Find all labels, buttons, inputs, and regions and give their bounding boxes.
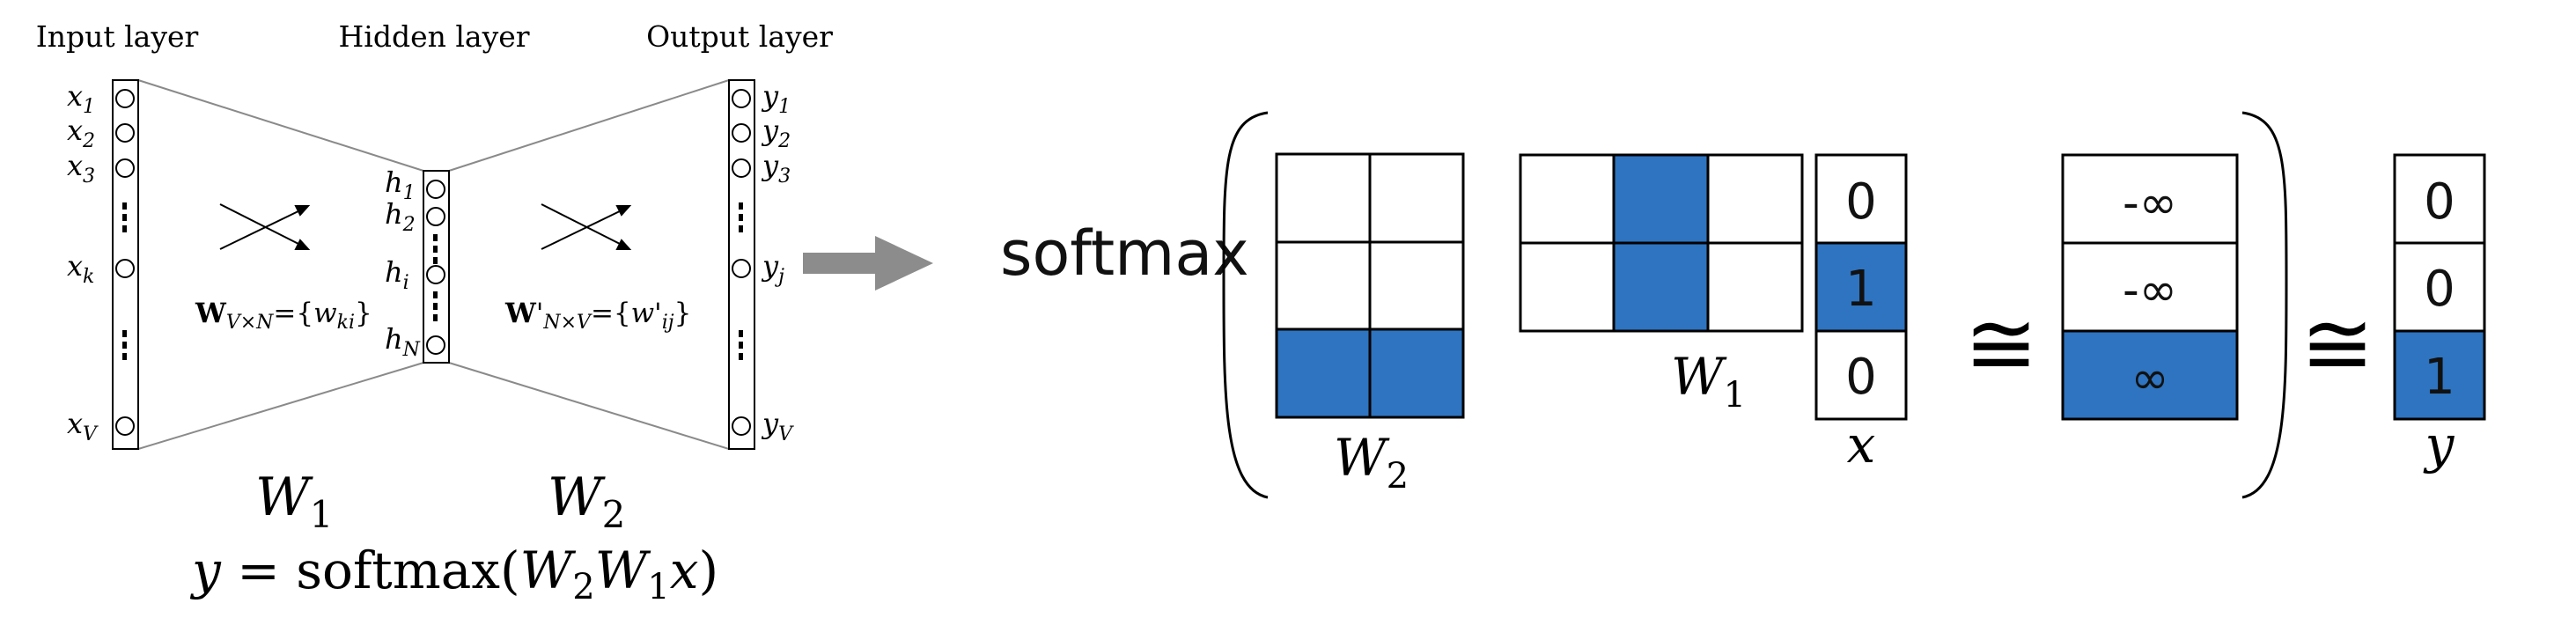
softmax-label: softmax — [1000, 217, 1249, 290]
x-vector: 0 1 0 — [1814, 153, 1908, 421]
input-layer-box — [112, 79, 139, 450]
output-label: y3 — [761, 149, 791, 188]
crossing-arrows-icon — [219, 203, 311, 250]
y-vector-cell: 1 — [2424, 349, 2455, 406]
input-label: xV — [67, 407, 99, 445]
w2-matrix-label: W2 — [1334, 428, 1409, 497]
y-vector: 0 0 1 — [2393, 153, 2486, 421]
y-vector-cell: 0 — [2424, 261, 2455, 318]
matrix-illustration: softmax W2 W1 0 1 0 — [1000, 111, 2486, 499]
right-arrow-icon — [803, 236, 933, 291]
w1-matrix-label: W1 — [1671, 347, 1746, 416]
weight-formula-right: W'N×V={w'ij} — [504, 298, 691, 334]
hidden-label: hi — [385, 255, 409, 294]
congruent-symbol: ≅ — [2300, 292, 2374, 395]
hidden-layer-label: Hidden layer — [338, 19, 529, 54]
x-vector-cell: 0 — [1845, 173, 1877, 231]
input-label: x2 — [67, 114, 95, 152]
x-vector-cell: 1 — [1845, 261, 1877, 318]
y-vector-label: y — [2423, 415, 2455, 475]
output-label: y2 — [761, 114, 791, 152]
crossing-arrows-icon — [541, 203, 632, 250]
input-node — [115, 416, 135, 436]
input-node — [115, 158, 135, 178]
connection-line — [137, 362, 424, 450]
input-node — [115, 123, 135, 143]
input-layer-label: Input layer — [36, 19, 199, 54]
hidden-layer-box — [423, 170, 450, 364]
logit-cell: ∞ — [2131, 352, 2168, 405]
softmax-equation: y = softmax(W2W1x) — [189, 541, 718, 607]
ellipsis-dots — [739, 202, 743, 232]
output-node — [732, 123, 751, 143]
congruent-symbol: ≅ — [1964, 292, 2038, 395]
y-vector-cell: 0 — [2424, 173, 2455, 231]
output-node — [732, 89, 751, 108]
w2-label: W2 — [548, 467, 625, 536]
input-node — [115, 259, 135, 278]
logit-cell: -∞ — [2123, 264, 2177, 317]
w1-label: W1 — [255, 467, 333, 536]
output-label: yV — [761, 407, 794, 445]
connection-line — [448, 79, 730, 172]
output-layer-label: Output layer — [646, 19, 833, 54]
output-label: y1 — [761, 79, 791, 118]
input-node — [115, 89, 135, 108]
ellipsis-dots — [433, 234, 438, 264]
input-label: xk — [67, 249, 94, 288]
hidden-node — [426, 207, 445, 226]
neural-network: Input layer Hidden layer Output layer x1… — [36, 19, 833, 607]
ellipsis-dots — [122, 202, 127, 232]
w2-matrix — [1275, 152, 1465, 419]
output-node — [732, 158, 751, 178]
x-vector-label: x — [1847, 415, 1876, 475]
ellipsis-dots — [122, 330, 127, 360]
hidden-node — [426, 180, 445, 199]
hidden-label: h2 — [385, 197, 416, 236]
output-layer-box — [728, 79, 755, 450]
ellipsis-dots — [739, 330, 743, 360]
output-node — [732, 259, 751, 278]
right-paren — [2241, 111, 2288, 499]
weight-formula-left: WV×N={wki} — [195, 298, 372, 334]
hidden-label: h1 — [385, 166, 416, 204]
connection-line — [137, 79, 424, 172]
input-label: x1 — [67, 79, 95, 118]
hidden-node — [426, 265, 445, 284]
w1-matrix — [1519, 153, 1804, 333]
left-paren — [1222, 111, 1269, 499]
ellipsis-dots — [433, 291, 438, 321]
logit-cell: -∞ — [2123, 177, 2177, 230]
connection-line — [448, 362, 730, 450]
logits-vector: -∞ -∞ ∞ — [2061, 153, 2239, 421]
output-node — [732, 416, 751, 436]
hidden-node — [426, 335, 445, 355]
output-label: yj — [761, 249, 784, 288]
hidden-label: hN — [385, 322, 421, 361]
x-vector-cell: 0 — [1845, 349, 1877, 406]
input-label: x3 — [67, 149, 95, 188]
